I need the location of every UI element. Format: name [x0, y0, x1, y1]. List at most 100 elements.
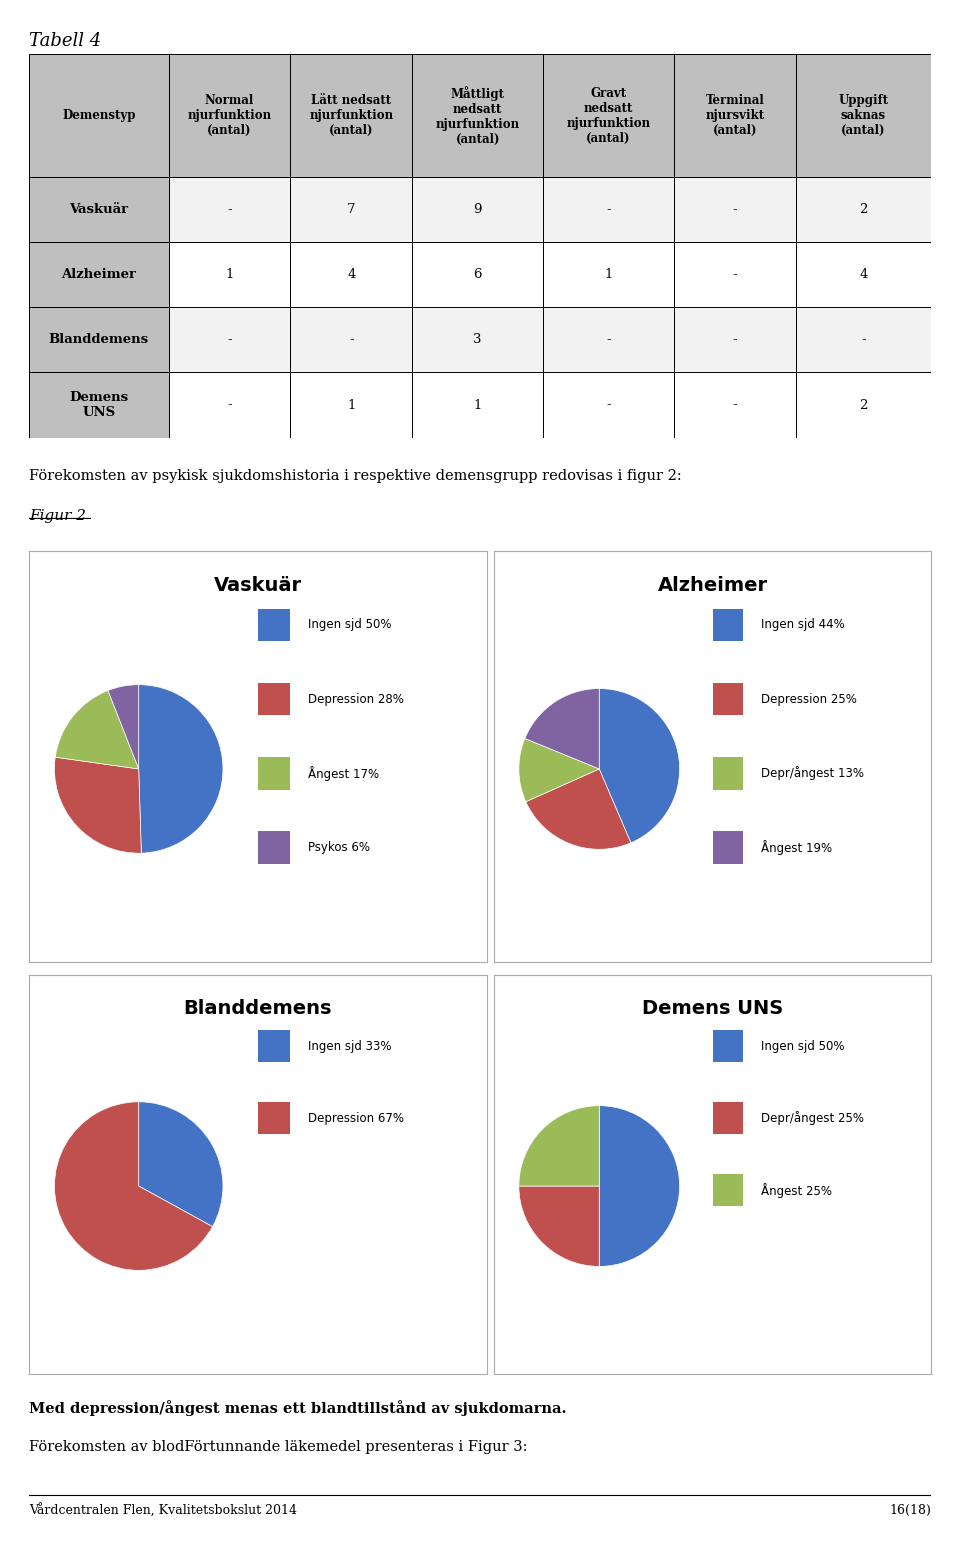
Text: Vaskuär: Vaskuär — [214, 576, 301, 594]
Text: 1: 1 — [226, 268, 234, 281]
FancyBboxPatch shape — [169, 54, 291, 177]
Text: 1: 1 — [473, 399, 482, 411]
Bar — [712, 608, 743, 641]
Bar — [257, 683, 290, 715]
FancyBboxPatch shape — [29, 242, 169, 307]
FancyBboxPatch shape — [796, 54, 931, 177]
Text: -: - — [607, 334, 611, 346]
FancyBboxPatch shape — [169, 177, 291, 242]
FancyBboxPatch shape — [291, 54, 413, 177]
Bar — [257, 756, 290, 790]
Text: 2: 2 — [859, 399, 868, 411]
Text: Blanddemens: Blanddemens — [49, 334, 149, 346]
Text: Ångest 17%: Ångest 17% — [308, 765, 379, 781]
Text: 4: 4 — [348, 268, 355, 281]
Wedge shape — [138, 684, 223, 854]
Wedge shape — [526, 768, 631, 849]
Text: -: - — [732, 334, 737, 346]
Text: Ångest 19%: Ångest 19% — [761, 840, 832, 855]
Text: Figur 2: Figur 2 — [29, 509, 85, 523]
Wedge shape — [525, 689, 599, 768]
FancyBboxPatch shape — [413, 372, 543, 438]
Wedge shape — [599, 689, 680, 843]
Text: -: - — [607, 399, 611, 411]
Bar — [257, 1031, 290, 1063]
Text: Depression 25%: Depression 25% — [761, 692, 856, 706]
Text: Uppgift
saknas
(antal): Uppgift saknas (antal) — [838, 95, 889, 137]
Wedge shape — [56, 691, 138, 768]
FancyBboxPatch shape — [796, 307, 931, 372]
Bar — [712, 830, 743, 863]
FancyBboxPatch shape — [674, 177, 796, 242]
Wedge shape — [55, 757, 141, 854]
Text: -: - — [732, 399, 737, 411]
Wedge shape — [599, 1105, 680, 1266]
Text: Förekomsten av blodFörtunnande läkemedel presenteras i Figur 3:: Förekomsten av blodFörtunnande läkemedel… — [29, 1440, 527, 1454]
FancyBboxPatch shape — [291, 307, 413, 372]
Text: Ångest 25%: Ångest 25% — [761, 1183, 832, 1198]
Text: Förekomsten av psykisk sjukdomshistoria i respektive demensgrupp redovisas i fig: Förekomsten av psykisk sjukdomshistoria … — [29, 469, 682, 483]
Bar — [257, 1102, 290, 1135]
Wedge shape — [518, 1105, 599, 1186]
FancyBboxPatch shape — [674, 372, 796, 438]
Text: Ingen sjd 44%: Ingen sjd 44% — [761, 619, 845, 632]
FancyBboxPatch shape — [291, 372, 413, 438]
Bar — [712, 756, 743, 790]
Text: 16(18): 16(18) — [889, 1504, 931, 1516]
Text: Normal
njurfunktion
(antal): Normal njurfunktion (antal) — [187, 95, 272, 137]
Text: -: - — [861, 334, 866, 346]
Bar — [712, 1173, 743, 1206]
Text: Terminal
njursvikt
(antal): Terminal njursvikt (antal) — [706, 95, 764, 137]
Text: Depression 67%: Depression 67% — [308, 1111, 404, 1125]
FancyBboxPatch shape — [291, 177, 413, 242]
FancyBboxPatch shape — [413, 54, 543, 177]
Text: Demens UNS: Demens UNS — [642, 998, 783, 1018]
Text: 2: 2 — [859, 203, 868, 216]
FancyBboxPatch shape — [543, 307, 674, 372]
Text: Depr/ångest 25%: Depr/ångest 25% — [761, 1111, 864, 1125]
FancyBboxPatch shape — [674, 54, 796, 177]
FancyBboxPatch shape — [413, 307, 543, 372]
Text: Ingen sjd 50%: Ingen sjd 50% — [308, 619, 392, 632]
Text: Blanddemens: Blanddemens — [183, 998, 332, 1018]
FancyBboxPatch shape — [543, 372, 674, 438]
Text: 1: 1 — [605, 268, 612, 281]
FancyBboxPatch shape — [29, 177, 169, 242]
Text: Vaskuär: Vaskuär — [69, 203, 129, 216]
Text: Depr/ångest 13%: Depr/ångest 13% — [761, 767, 864, 781]
Text: -: - — [607, 203, 611, 216]
Text: Psykos 6%: Psykos 6% — [308, 841, 371, 854]
Text: -: - — [228, 203, 232, 216]
Text: -: - — [732, 203, 737, 216]
Text: -: - — [228, 399, 232, 411]
FancyBboxPatch shape — [413, 177, 543, 242]
Wedge shape — [138, 1102, 223, 1226]
FancyBboxPatch shape — [169, 307, 291, 372]
Bar — [257, 830, 290, 863]
FancyBboxPatch shape — [674, 307, 796, 372]
Text: Med depression/ångest menas ett blandtillstånd av sjukdomarna.: Med depression/ångest menas ett blandtil… — [29, 1400, 566, 1415]
FancyBboxPatch shape — [291, 242, 413, 307]
Wedge shape — [108, 684, 138, 768]
Text: -: - — [732, 268, 737, 281]
FancyBboxPatch shape — [796, 242, 931, 307]
Text: Demens
UNS: Demens UNS — [69, 391, 129, 419]
FancyBboxPatch shape — [169, 242, 291, 307]
Text: -: - — [349, 334, 353, 346]
Bar — [712, 683, 743, 715]
FancyBboxPatch shape — [169, 372, 291, 438]
FancyBboxPatch shape — [29, 372, 169, 438]
Text: 3: 3 — [473, 334, 482, 346]
Wedge shape — [55, 1102, 212, 1270]
Text: Måttligt
nedsatt
njurfunktion
(antal): Måttligt nedsatt njurfunktion (antal) — [436, 85, 519, 146]
Text: Alzheimer: Alzheimer — [61, 268, 136, 281]
Text: Ingen sjd 50%: Ingen sjd 50% — [761, 1040, 845, 1052]
Text: Lätt nedsatt
njurfunktion
(antal): Lätt nedsatt njurfunktion (antal) — [309, 95, 394, 137]
Bar — [257, 608, 290, 641]
Bar — [712, 1031, 743, 1063]
Text: 9: 9 — [473, 203, 482, 216]
Text: Tabell 4: Tabell 4 — [29, 31, 101, 50]
Text: 4: 4 — [859, 268, 868, 281]
FancyBboxPatch shape — [543, 242, 674, 307]
FancyBboxPatch shape — [543, 177, 674, 242]
